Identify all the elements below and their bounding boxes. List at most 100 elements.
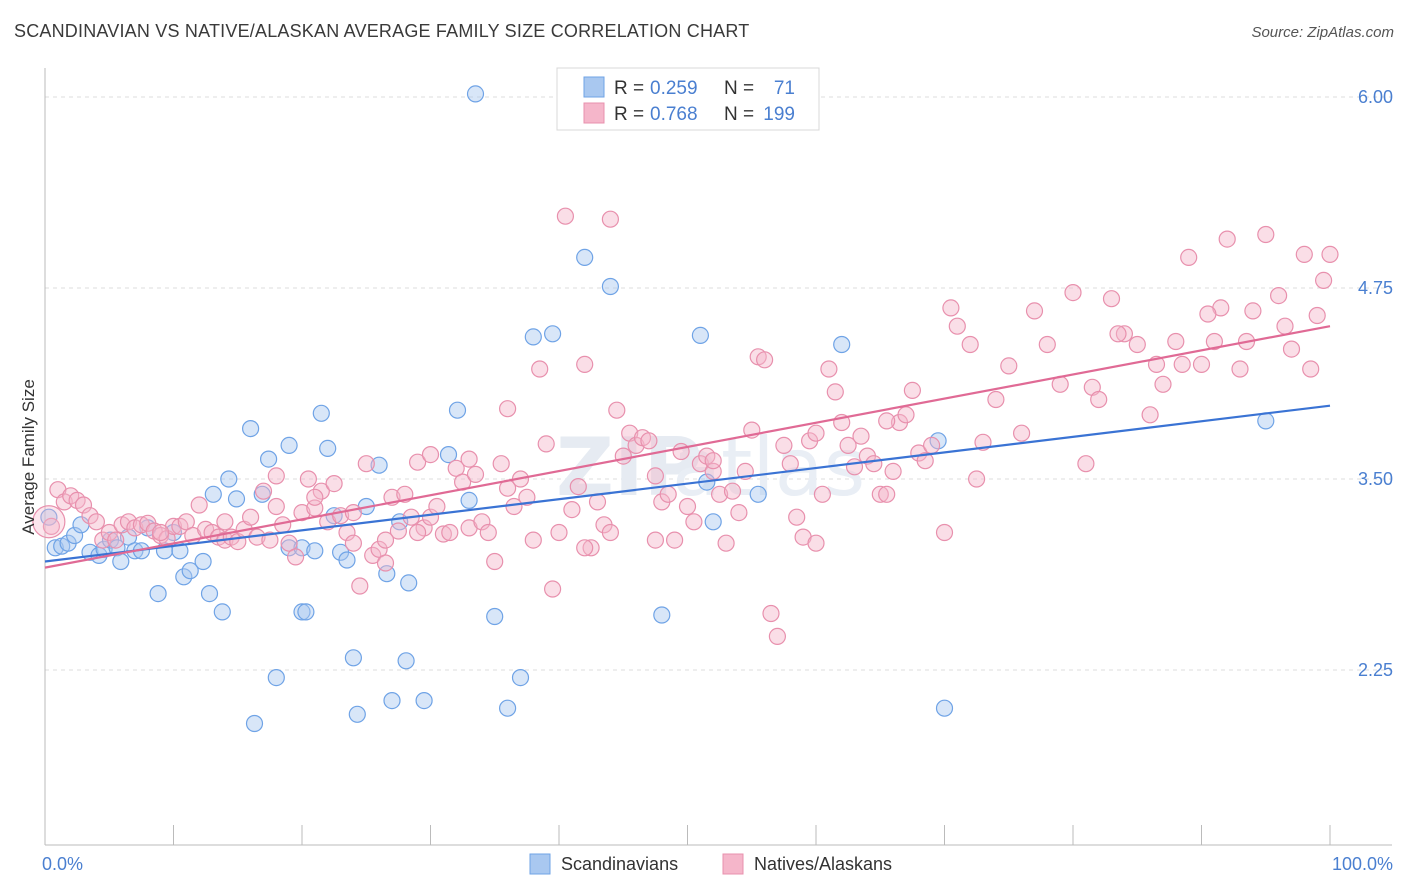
data-point — [646, 531, 665, 549]
data-point — [537, 435, 555, 453]
data-point — [383, 691, 401, 710]
trend-line-natives — [44, 325, 1331, 569]
data-point — [280, 436, 298, 454]
data-point — [280, 539, 298, 557]
data-point — [55, 493, 73, 511]
data-point — [1244, 302, 1262, 320]
data-point — [1192, 355, 1211, 373]
data-point — [531, 360, 549, 378]
legend-n-label: N = — [724, 104, 754, 125]
data-point — [653, 606, 671, 624]
data-point — [1109, 325, 1127, 343]
data-point — [550, 523, 568, 542]
legend-swatch-natives — [583, 102, 605, 124]
data-point — [935, 523, 954, 542]
data-point — [601, 277, 620, 296]
data-point — [107, 531, 125, 549]
data-point — [665, 531, 684, 549]
data-point — [351, 577, 369, 595]
data-point — [608, 401, 626, 419]
legend-n-value: 199 — [763, 104, 795, 125]
data-point — [576, 355, 594, 373]
data-point — [492, 455, 510, 473]
data-point — [267, 668, 285, 687]
watermark-atlas: atlas — [672, 421, 865, 514]
data-point — [325, 475, 343, 493]
data-point — [299, 470, 317, 488]
data-point — [112, 552, 130, 571]
data-point — [466, 465, 485, 483]
data-point — [242, 508, 260, 526]
data-point — [659, 485, 677, 503]
data-point — [961, 335, 979, 354]
x-tick-labels: 0.0% 100.0% — [42, 854, 1393, 874]
data-point — [755, 351, 774, 369]
data-point — [1205, 332, 1224, 351]
data-point — [1038, 335, 1056, 354]
data-point — [601, 210, 620, 228]
data-point — [826, 383, 844, 401]
data-point — [1115, 325, 1134, 343]
data-point — [1025, 302, 1044, 320]
data-point — [448, 401, 467, 419]
data-point — [227, 490, 246, 508]
data-point — [1090, 390, 1108, 409]
data-point — [415, 691, 433, 710]
data-point — [543, 325, 562, 343]
data-point — [81, 507, 99, 525]
data-point — [190, 496, 208, 514]
data-point — [319, 439, 337, 457]
data-point — [376, 554, 395, 572]
trend-line-scandinavians — [44, 404, 1331, 563]
data-point — [348, 705, 366, 723]
data-point — [518, 488, 536, 506]
data-point — [922, 436, 941, 454]
x-tick-label-min: 0.0% — [42, 854, 83, 874]
data-point — [260, 450, 278, 468]
data-point — [524, 531, 542, 549]
data-point — [479, 523, 497, 542]
data-point — [152, 523, 170, 542]
data-point — [730, 503, 748, 522]
data-point — [1012, 424, 1031, 442]
data-point — [576, 248, 594, 266]
data-point — [569, 478, 587, 496]
data-point — [1257, 412, 1275, 430]
data-point — [119, 513, 138, 531]
y-tick-label: 2.25 — [1358, 660, 1393, 680]
data-point — [833, 335, 851, 354]
data-point — [1199, 305, 1217, 323]
data-point — [338, 551, 356, 569]
data-point — [878, 485, 896, 503]
data-point — [1218, 230, 1236, 248]
data-point — [65, 526, 84, 545]
data-point — [1295, 245, 1313, 263]
data-point — [421, 446, 440, 464]
data-point — [582, 539, 600, 557]
axes — [44, 68, 1392, 846]
data-point — [376, 531, 395, 549]
data-point — [788, 508, 806, 526]
data-point — [878, 412, 896, 430]
data-point — [935, 699, 954, 717]
data-point — [813, 485, 832, 503]
data-point — [312, 404, 330, 422]
data-point — [216, 513, 234, 531]
data-point — [852, 427, 870, 445]
data-point — [293, 603, 311, 621]
legend-r-label: R = — [614, 104, 644, 125]
y-tick-label: 6.00 — [1358, 87, 1393, 107]
data-point — [601, 523, 620, 542]
data-point — [439, 446, 458, 464]
data-point — [306, 542, 324, 560]
data-point — [370, 456, 388, 474]
data-point — [948, 317, 966, 335]
data-point — [588, 493, 607, 511]
data-point — [1180, 248, 1198, 266]
data-point — [42, 517, 61, 536]
data-point — [397, 652, 415, 670]
legend-n-label: N = — [724, 78, 754, 99]
data-point — [344, 534, 362, 552]
data-point — [1231, 360, 1249, 378]
data-point — [1308, 306, 1326, 325]
